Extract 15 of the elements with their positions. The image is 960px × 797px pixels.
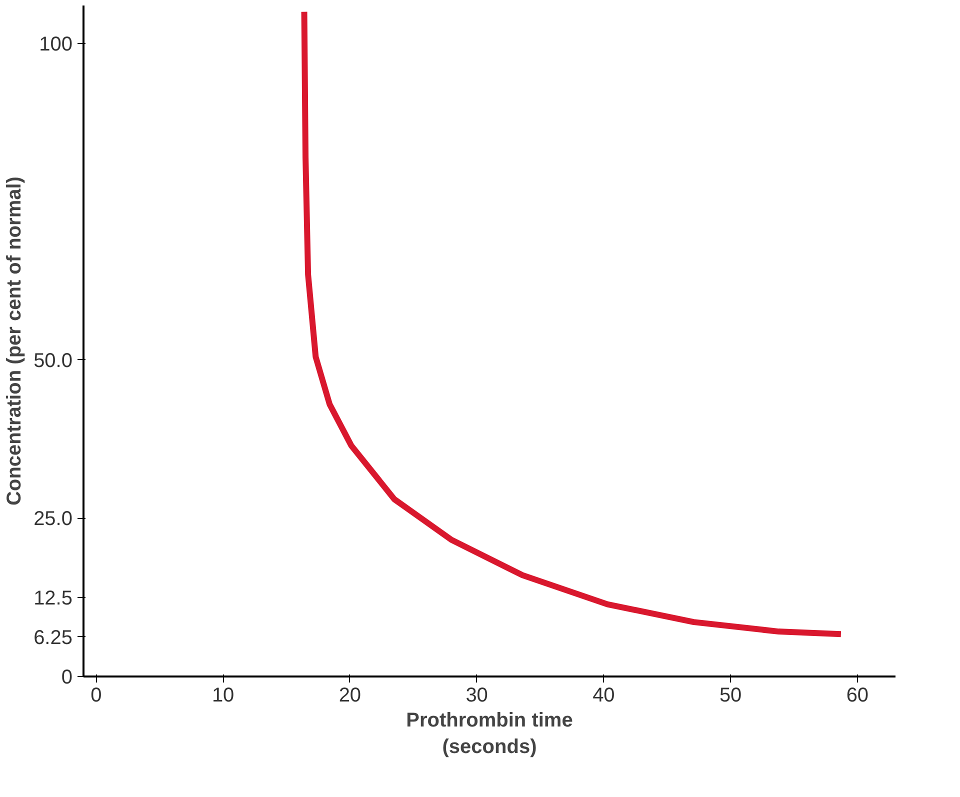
x-tick-label: 60 <box>846 684 869 706</box>
y-tick-label: 12.5 <box>34 587 73 610</box>
y-tick-label: 50.0 <box>34 350 73 372</box>
x-axis-title: Prothrombin time (seconds) <box>406 710 573 758</box>
x-tick-label: 20 <box>338 684 362 706</box>
x-tick-label: 50 <box>719 684 742 706</box>
x-tick-label: 40 <box>592 684 615 706</box>
y-tick-label: 6.25 <box>34 626 73 649</box>
x-tick-label: 10 <box>212 684 234 706</box>
x-tick-label: 0 <box>90 684 102 706</box>
y-tick-label: 100 <box>39 33 73 56</box>
y-axis-title: Concentration (per cent of normal) <box>4 176 26 506</box>
x-tick-label: 30 <box>466 684 488 706</box>
y-tick-label: 25.0 <box>34 508 73 530</box>
y-tick-label: 0 <box>61 666 72 688</box>
